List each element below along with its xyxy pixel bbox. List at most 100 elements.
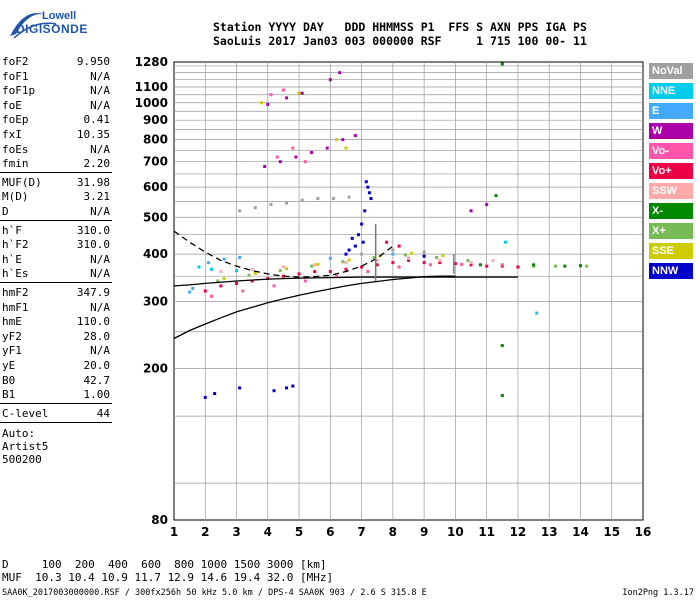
data-point-nnw (238, 386, 242, 390)
data-point-w (310, 151, 314, 155)
y-tick-label: 600 (143, 180, 168, 194)
param-value: 9.950 (76, 55, 110, 68)
param-row: hmF2 347.9 (2, 286, 110, 300)
param-value: 28.0 (83, 329, 111, 343)
data-point-sse (441, 254, 445, 258)
data-point-sse (285, 267, 289, 271)
param-value: N/A (90, 267, 110, 281)
param-row: foF2 9.950 (2, 55, 110, 69)
data-point-noval (253, 206, 257, 210)
data-point-vo- (428, 263, 432, 267)
data-point-e (191, 286, 195, 290)
x-tick-label: 4 (264, 525, 272, 539)
muf-table: D 100 200 400 600 800 1000 1500 3000 [km… (2, 558, 333, 584)
data-point-w (263, 164, 267, 168)
param-row: MUF(D) 31.98 (2, 176, 110, 190)
param-row: C-level 44 (2, 407, 110, 421)
x-tick-label: 5 (295, 525, 303, 539)
data-point-nnw (366, 185, 370, 189)
param-label: yF2 (2, 329, 22, 343)
y-tick-label: 400 (143, 247, 168, 261)
data-point-x- (500, 393, 504, 397)
param-label: B0 (2, 373, 16, 387)
x-tick-label: 7 (357, 525, 365, 539)
data-point-sse (222, 277, 226, 281)
legend-item: X+ (649, 223, 693, 239)
data-point-vo- (269, 93, 273, 97)
y-tick-label: 800 (143, 133, 168, 147)
data-point-x- (247, 273, 251, 277)
data-point-e (391, 252, 395, 256)
auto-line2: Artist5 (2, 440, 49, 454)
data-point-nnw (203, 395, 207, 399)
trace-line (173, 275, 456, 340)
trace-line (173, 230, 394, 278)
data-point-nnw (369, 197, 373, 201)
data-point-vo- (366, 270, 370, 274)
data-point-x- (435, 255, 439, 259)
param-row: hmE 110.0 (2, 315, 110, 329)
data-point-w (266, 102, 270, 106)
x-tick-label: 6 (326, 525, 334, 539)
legend-item: SSE (649, 243, 693, 259)
param-row: yF1 N/A (2, 344, 110, 358)
y-tick-label: 1000 (135, 96, 168, 110)
data-point-w (328, 78, 332, 82)
param-value: N/A (90, 142, 110, 156)
data-point-nnw (367, 191, 371, 195)
data-point-noval (316, 197, 320, 201)
param-row: hmF1 N/A (2, 301, 110, 315)
data-point-vo- (241, 289, 245, 293)
param-row: h`F 310.0 (2, 224, 110, 238)
param-row: fxI 10.35 (2, 128, 110, 142)
data-point-sse (410, 251, 414, 255)
data-point-w (485, 203, 489, 207)
data-point-ssw (219, 270, 223, 274)
param-value: N/A (90, 69, 110, 83)
data-point-vo- (360, 265, 364, 269)
data-point-ssw (313, 263, 317, 267)
data-point-nnw (272, 389, 276, 393)
data-point-w (294, 155, 298, 159)
x-tick-label: 10 (447, 525, 464, 539)
data-point-noval (269, 203, 273, 207)
data-point-vo- (438, 261, 442, 265)
param-value: 2.20 (83, 157, 111, 171)
muf-distance-row: D 100 200 400 600 800 1000 1500 3000 [km… (2, 558, 327, 571)
y-tick-label: 1280 (135, 55, 168, 69)
data-point-nnw (350, 236, 354, 240)
param-row: yF2 28.0 (2, 330, 110, 344)
data-point-noval (422, 250, 426, 254)
data-point-w (325, 146, 329, 150)
param-value: 44 (96, 406, 110, 420)
legend-item: X- (649, 203, 693, 219)
param-label: foE (2, 98, 22, 112)
param-value: N/A (90, 300, 110, 314)
station-header: Station YYYY DAY DDD HHMMSS P1 FFS S AXN… (213, 20, 587, 48)
data-point-nne (197, 265, 201, 269)
data-point-x- (500, 344, 504, 348)
param-separator (0, 402, 112, 404)
param-row: D N/A (2, 205, 110, 219)
data-point-x- (278, 269, 282, 273)
param-row: h`Es N/A (2, 267, 110, 281)
data-point-x- (563, 264, 567, 268)
param-row: foEp 0.41 (2, 113, 110, 127)
param-label: foEs (2, 142, 29, 156)
x-tick-label: 15 (603, 525, 620, 539)
param-label: hmF2 (2, 286, 29, 299)
data-point-nnw (360, 222, 364, 226)
y-tick-label: 500 (143, 210, 168, 224)
data-point-x- (372, 255, 376, 259)
data-point-sse (260, 101, 264, 105)
data-point-nnw (363, 209, 367, 213)
muf-value-row: MUF 10.3 10.4 10.9 11.7 12.9 14.6 19.4 3… (2, 571, 334, 584)
x-tick-label: 14 (572, 525, 589, 539)
param-label: h`F2 (2, 238, 29, 252)
param-value: 0.41 (83, 113, 111, 127)
data-point-noval (347, 195, 351, 199)
param-label: MUF(D) (2, 175, 42, 189)
param-separator (0, 171, 112, 173)
y-tick-label: 200 (143, 362, 168, 376)
data-point-vo- (516, 265, 520, 269)
